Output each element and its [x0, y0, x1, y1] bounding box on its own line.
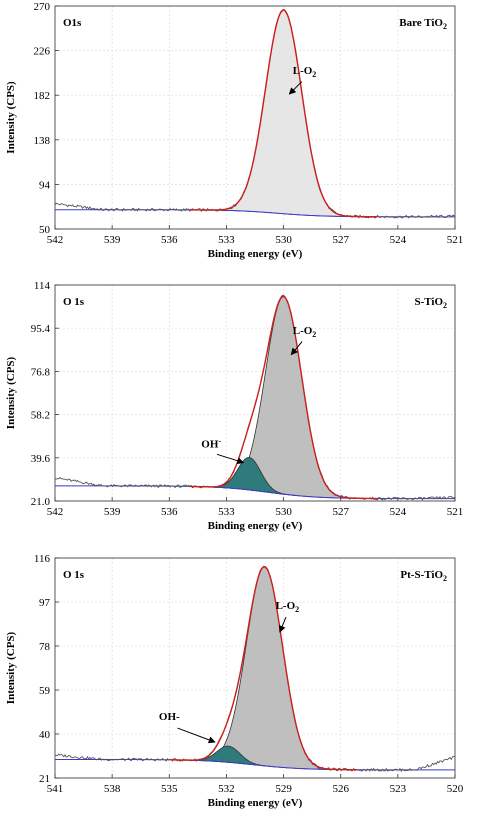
annotation-arrow: [288, 81, 303, 95]
sample-label-subscript: 2: [443, 22, 447, 31]
y-tick-label: 78: [39, 641, 51, 653]
x-tick-label: 523: [390, 783, 407, 795]
peak-annotation-text: L-O: [293, 65, 313, 77]
xps-panel-3: 541 538 535 532 529 526 523 520 21 40 59 78 97 116 Bin…: [5, 553, 464, 809]
envelope-line: [189, 295, 378, 500]
x-tick-label: 533: [218, 234, 235, 246]
peak-annotation-text: OH: [201, 439, 219, 451]
x-tick-label: 521: [447, 506, 464, 518]
x-tick-label: 536: [161, 234, 178, 246]
peak-component-1: [208, 9, 360, 218]
panel-label: O 1s: [63, 569, 85, 581]
y-tick-label: 138: [34, 135, 51, 147]
x-tick-label: 524: [390, 506, 407, 518]
peak-annotation-label: L-O2: [293, 325, 317, 339]
plot-frame: [54, 5, 456, 230]
x-tick-label: 539: [104, 234, 121, 246]
x-tick-label: 539: [104, 506, 121, 518]
y-tick-label: 76.8: [31, 366, 51, 378]
annotation-arrow: [290, 341, 303, 356]
y-tick-label: 58.2: [31, 410, 50, 422]
x-tick-label: 542: [47, 234, 64, 246]
sample-label: Bare TiO2: [399, 17, 447, 31]
x-tick-label: 533: [218, 506, 235, 518]
envelope-line: [169, 565, 358, 771]
sample-label-text: Pt-S-TiO: [400, 569, 443, 581]
sample-label-text: S-TiO: [414, 296, 443, 308]
y-axis-label: Intensity (CPS): [5, 356, 17, 429]
x-tick-label: 527: [332, 234, 349, 246]
annotation-arrow: [278, 616, 287, 633]
peak-annotation-subscript: -: [218, 437, 221, 446]
panel-label: O1s: [63, 17, 82, 29]
peak-annotation-subscript: 2: [312, 70, 316, 79]
x-tick-label: 526: [332, 783, 349, 795]
x-tick-label: 530: [275, 506, 292, 518]
y-tick-label: 94: [39, 179, 51, 191]
x-axis-label: Binding energy (eV): [208, 797, 303, 809]
x-tick-label: 536: [161, 506, 178, 518]
sample-label: Pt-S-TiO2: [400, 569, 447, 583]
peak-component-1: [208, 296, 360, 499]
peak-annotation-label: L-O2: [276, 600, 300, 614]
y-tick-label: 116: [34, 553, 51, 565]
plot-frame: [54, 557, 456, 779]
background-line: [55, 485, 455, 500]
xps-panel-2: 542 539 536 533 530 527 524 521 21.0 39.6 58.2 76.8…: [5, 280, 463, 532]
y-tick-label: 59: [39, 685, 51, 697]
sample-label-subscript: 2: [443, 574, 447, 583]
sample-label-text: Bare TiO: [399, 17, 443, 29]
peak-component-1: [188, 566, 341, 770]
x-tick-label: 529: [275, 783, 292, 795]
y-tick-label: 21: [39, 773, 50, 785]
x-tick-label: 524: [390, 234, 407, 246]
peak-annotation-label: OH-: [201, 437, 221, 451]
x-tick-label: 532: [218, 783, 235, 795]
peak-annotation-text: L-O: [276, 600, 296, 612]
x-axis-label: Binding energy (eV): [208, 248, 303, 260]
y-tick-label: 182: [34, 90, 51, 102]
x-tick-label: 541: [47, 783, 64, 795]
x-tick-label: 521: [447, 234, 464, 246]
x-tick-label: 520: [447, 783, 464, 795]
sample-label-subscript: 2: [443, 301, 447, 310]
y-tick-label: 97: [39, 597, 51, 609]
peak-annotation-subscript: 2: [295, 605, 299, 614]
peak-annotation-label: OH-: [159, 711, 180, 723]
y-tick-label: 21.0: [31, 496, 51, 508]
y-axis-label: Intensity (CPS): [5, 631, 17, 704]
peak-annotation-label: L-O2: [293, 65, 317, 79]
y-axis-label: Intensity (CPS): [5, 81, 17, 154]
peak-annotation-text: OH-: [159, 711, 180, 723]
x-tick-label: 535: [161, 783, 178, 795]
x-tick-label: 542: [47, 506, 64, 518]
y-tick-label: 226: [34, 46, 51, 58]
plot-frame: [54, 284, 456, 502]
x-tick-label: 538: [104, 783, 121, 795]
y-tick-label: 270: [34, 1, 51, 13]
peak-annotation-subscript: 2: [312, 330, 316, 339]
annotation-arrow: [216, 453, 245, 465]
panel-label: O 1s: [63, 296, 85, 308]
annotation-arrow: [177, 727, 216, 744]
x-axis-label: Binding energy (eV): [208, 520, 303, 532]
peak-annotation-text: L-O: [293, 325, 313, 337]
envelope-line: [189, 9, 378, 218]
y-tick-label: 95.4: [31, 323, 51, 335]
sample-label: S-TiO2: [414, 296, 447, 310]
y-tick-label: 50: [39, 224, 51, 236]
y-tick-label: 40: [39, 729, 51, 741]
y-tick-label: 114: [34, 280, 51, 292]
xps-panel-1: 542 539 536 533 530 527 524 521 50 94 138 182 226 270…: [5, 1, 463, 260]
x-tick-label: 530: [275, 234, 292, 246]
x-tick-label: 527: [332, 506, 349, 518]
y-tick-label: 39.6: [31, 453, 51, 465]
